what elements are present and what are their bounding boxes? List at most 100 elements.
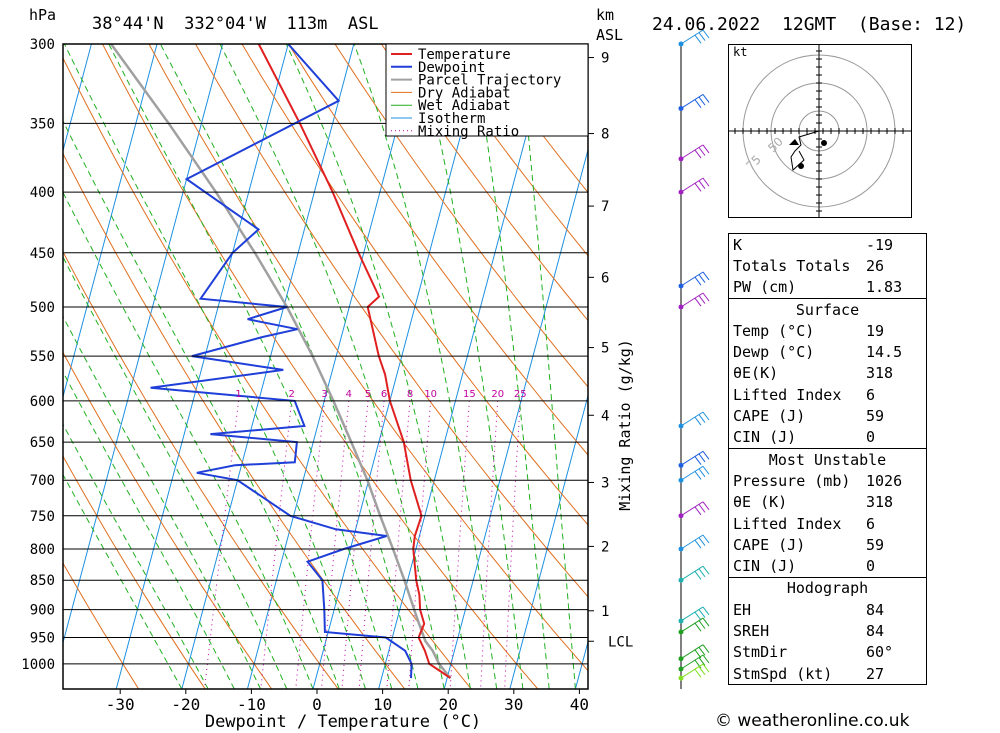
most-unstable-value: 0 [866,557,876,576]
km-tick-label: 2 [601,539,609,555]
wind-barb-flag [694,506,702,516]
wet-adiabat-line [471,44,550,689]
temp-tick-label: 0 [312,695,322,714]
isotherm-line [378,44,552,689]
hodograph-stat-label: StmSpd (kt) [733,664,833,683]
temp-tick-label: 20 [439,695,458,714]
hodograph-trace [790,130,820,171]
wind-barb [680,654,710,670]
isotherm-line [246,44,420,689]
index-label: K [733,235,743,254]
wind-barb-flag [702,411,710,421]
index-value: 26 [866,256,885,275]
most-unstable-value: 1026 [866,471,903,490]
wind-barb [680,465,710,481]
wind-barb-shaft [680,411,704,427]
surface-row: θE(K) 318 [729,363,926,384]
hodograph-stat-value: 84 [866,600,885,619]
wind-barb [680,565,710,581]
pressure-unit-label: hPa [29,6,57,24]
isotherm-line [0,44,26,689]
mixing-ratio-label: 3 [321,389,327,400]
wind-barb-flag [702,451,710,460]
legend-label: Dry Adiabat [418,85,511,101]
surface-label: CIN (J) [733,428,797,447]
dry-adiabat-line [334,44,588,388]
mixing-ratio-label: 4 [346,389,352,400]
hodograph-point [798,163,804,169]
pressure-tick-label: 450 [30,246,55,262]
mixing-ratio-label: 1 [235,389,241,400]
most-unstable-section: Most Unstable Pressure (mb) 1026 θE (K) 318… [728,448,927,578]
legend-label: Dewpoint [418,60,485,76]
pressure-tick-label: 700 [30,473,55,489]
wind-barb [680,144,710,160]
plot-area [0,44,588,689]
pressure-tick-label: 500 [30,300,55,316]
isotherm-line [312,44,486,689]
asl-unit-label: ASL [596,26,624,44]
datetime-title: 24.06.2022 12GMT (Base: 12) [652,14,967,35]
hodograph-stats-title: Hodograph [786,579,869,598]
pressure-tick-label: 900 [30,603,55,619]
wind-barb [680,292,710,308]
dry-adiabat-line [63,455,206,689]
wind-barb-flag [694,622,702,632]
wind-barb-flag [702,144,710,154]
legend-label: Parcel Trajectory [418,73,561,89]
wind-barb [680,644,710,660]
pressure-tick-label: 750 [30,509,55,525]
dewpoint-line [150,44,413,679]
wind-barb-flag [698,295,706,304]
mixing-ratio-line [408,400,432,689]
hodograph-unit-label: kt [733,45,748,59]
wind-barb-shaft [680,94,704,109]
isotherm-line [63,44,224,645]
km-tick-label: 3 [601,475,609,491]
km-tick-label: 5 [601,341,609,357]
pressure-tick-label: 850 [30,573,55,589]
isotherm-line [63,44,92,153]
pressure-tick-label: 950 [30,630,55,646]
wet-adiabat-line [518,44,576,689]
hodograph-stat-label: SREH [733,621,770,640]
wet-adiabat-line [63,473,183,689]
wind-barb-flag [698,647,706,656]
wet-adiabat-line [353,44,498,689]
legend-label: Mixing Ratio [418,124,519,140]
hodograph-stat-label: EH [733,600,752,619]
surface-value: 59 [866,407,885,426]
mixing-ratio-line [204,400,240,689]
isotherm-line [181,44,355,689]
wind-barb-shaft [680,644,704,660]
surface-value: 14.5 [866,343,903,362]
surface-value: 19 [866,321,885,340]
wind-barb-flag [702,29,710,39]
wind-barb-flag [694,539,702,549]
most-unstable-label: CAPE (J) [733,535,806,554]
parcel-trajectory-line [110,44,452,679]
most-unstable-label: Pressure (mb) [733,471,851,490]
wind-barb-flag [698,609,706,618]
wind-barb-flag [702,654,710,664]
km-tick-label: 7 [601,199,609,215]
wind-barb [680,94,710,109]
hodograph-stat-row: SREH 84 [729,620,926,641]
wind-barb-flag [702,465,710,475]
mixing-ratio-line [386,400,411,689]
wind-barb-flag [698,274,706,283]
wet-adiabat-line [159,44,419,689]
most-unstable-row: Lifted Index 6 [729,513,926,534]
temp-tick-label: -10 [237,695,266,714]
surface-value: 6 [866,385,876,404]
wind-barb [680,177,710,193]
wet-adiabat-line [285,44,471,689]
wind-barb-flag [698,32,706,41]
pressure-tick-label: 800 [30,542,55,558]
location-title: 38°44'N 332°04'W 113m ASL [92,14,379,34]
wind-barb-flag [698,666,706,675]
wind-barb-flag [694,99,702,108]
wet-adiabat-line [63,315,261,689]
index-label: PW (cm) [733,278,797,297]
